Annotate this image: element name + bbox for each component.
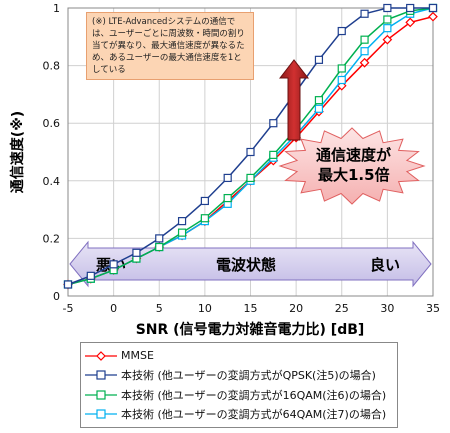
point-1-2 [109,260,118,269]
x-tick-label-1: 0 [110,302,117,315]
point-1-3 [132,248,141,257]
point-2-13 [360,35,369,44]
y-tick-label-3: 0.6 [43,117,61,130]
legend-label-16qam: 本技術 (他ユーザーの変調方式が16QAM(注6)の場合) [121,388,387,402]
band-right-label: 良い [370,256,400,274]
x-tick-label-3: 10 [198,302,212,315]
point-1-8 [246,147,255,157]
point-3-12 [337,75,346,85]
point-0-16 [428,11,438,22]
legend-swatch-qpsk [85,370,117,380]
point-1-6 [200,196,209,206]
point-1-0 [63,280,73,289]
x-tick-label-2: 5 [156,302,163,315]
point-1-9 [269,119,278,128]
y-tick-label-5: 1 [53,2,60,15]
legend: MMSE 本技術 (他ユーザーの変調方式がQPSK(注5)の場合) 本技術 (他… [80,342,398,428]
point-3-11 [314,104,324,113]
improvement-arrow-shape [278,59,310,141]
point-1-11 [314,55,324,64]
point-1-15 [406,3,415,13]
point-1-7 [223,173,232,183]
y-tick-label-0: 0 [53,290,60,303]
point-1-4 [155,234,164,243]
point-0-13 [359,57,370,68]
burst-shape [278,127,426,205]
signal-condition-band: 悪い 電波状態 良い [69,240,432,288]
speedup-burst: 通信速度が 最大1.5倍 [278,127,426,205]
point-3-13 [360,47,369,56]
point-0-14 [382,34,393,45]
point-0-15 [405,17,416,28]
x-axis-title: SNR (信号電力対雑音電力比) [dB] [136,321,365,338]
x-tick-label-0: -5 [63,302,74,315]
point-2-6 [200,214,209,223]
x-tick-label-7: 30 [380,302,394,315]
point-2-11 [314,96,324,105]
legend-item-64qam: 本技術 (他ユーザーの変調方式が64QAM(注7)の場合) [85,405,397,425]
note-box: (※) LTE-Advancedシステムの通信では、ユーザーごとに周波数・時間の… [86,12,254,80]
legend-swatch-16qam [85,390,117,400]
point-1-5 [177,217,187,226]
legend-swatch-mmse [85,350,117,361]
point-2-14 [383,15,392,24]
point-1-14 [383,3,392,13]
point-2-8 [246,173,255,183]
y-tick-label-2: 0.4 [43,175,61,188]
point-1-13 [360,9,369,18]
point-2-7 [223,193,232,203]
y-tick-label-1: 0.2 [43,232,61,245]
legend-label-mmse: MMSE [121,349,154,363]
point-2-9 [269,150,278,159]
legend-item-mmse: MMSE [85,346,397,366]
y-tick-labels: 0 0.2 0.4 0.6 0.8 1 [43,2,61,303]
series-1 [63,3,438,289]
point-3-14 [383,24,392,33]
legend-label-64qam: 本技術 (他ユーザーの変調方式が64QAM(注7)の場合) [121,408,387,422]
legend-label-qpsk: 本技術 (他ユーザーの変調方式がQPSK(注5)の場合) [121,369,376,383]
point-1-12 [337,26,346,36]
y-tick-label-4: 0.8 [43,60,61,73]
plot-frame [67,7,434,297]
point-1-1 [86,271,95,280]
point-1-16 [428,3,438,13]
series-layer [63,3,438,290]
point-2-4 [155,242,164,252]
band-center-label: 電波状態 [216,256,276,274]
legend-item-16qam: 本技術 (他ユーザーの変調方式が16QAM(注6)の場合) [85,385,397,405]
x-tick-label-4: 15 [244,302,258,315]
y-axis-title: 通信速度(※) [9,111,26,193]
x-tick-label-8: 35 [426,302,440,315]
legend-item-qpsk: 本技術 (他ユーザーの変調方式がQPSK(注5)の場合) [85,366,397,386]
improvement-arrow [278,59,310,141]
burst-line-1: 通信速度が [316,146,392,164]
x-tick-label-6: 25 [335,302,349,315]
burst-line-2: 最大1.5倍 [318,166,390,184]
x-tick-label-5: 20 [289,302,303,315]
x-tick-labels: -5 0 5 10 15 20 25 30 35 [63,302,440,315]
legend-swatch-64qam [85,409,117,419]
point-2-5 [177,228,187,237]
point-2-12 [337,64,346,73]
